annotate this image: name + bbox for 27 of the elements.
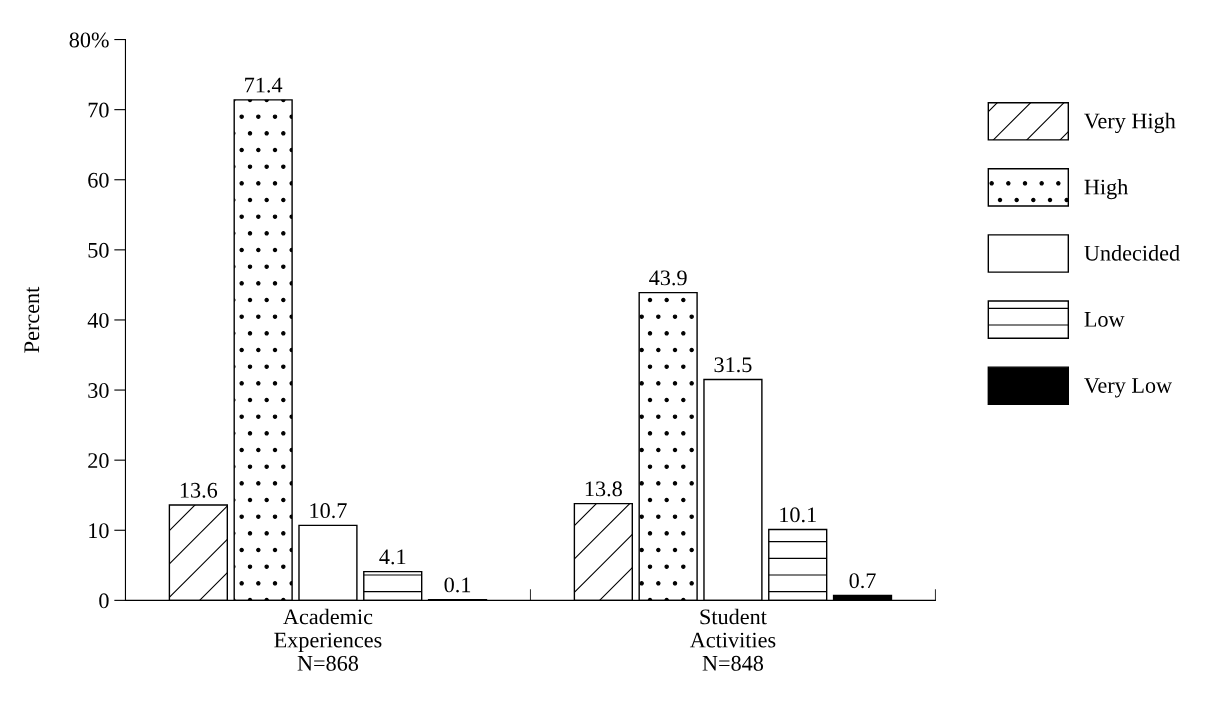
- y-axis-title: Percent: [24, 286, 40, 353]
- y-tick-label: 60: [88, 172, 109, 188]
- y-tick-label: 10: [89, 523, 109, 539]
- legend-label: Very Low: [1084, 378, 1173, 398]
- legend-label: Very High: [1084, 112, 1176, 134]
- y-tick-label: 30: [88, 382, 109, 398]
- data-label: 10.1: [780, 507, 816, 523]
- y-tick-label: 50: [88, 242, 109, 258]
- data-label: 4.1: [379, 549, 406, 565]
- y-tick-label: 0: [99, 593, 109, 609]
- y-tick-label: 80%: [69, 32, 109, 48]
- data-label: 31.5: [714, 357, 752, 373]
- y-tick-label: 70: [88, 102, 109, 118]
- x-tick-label: Student Activities N=848: [689, 608, 776, 671]
- legend-label: High: [1084, 178, 1129, 200]
- data-label: 71.4: [245, 77, 283, 93]
- data-label: 10.7: [310, 503, 347, 519]
- legend-label: Low: [1084, 312, 1125, 327]
- y-tick-label: 20: [88, 453, 109, 469]
- data-label: 43.9: [649, 270, 687, 286]
- x-tick-label: Academic Experiences N=868: [274, 608, 382, 671]
- legend-label: Undecided: [1084, 245, 1180, 261]
- data-label: 13.6: [180, 482, 218, 498]
- y-tick-label: 40: [87, 312, 109, 328]
- data-label: 0.7: [849, 573, 876, 589]
- data-label: 13.8: [585, 481, 622, 497]
- data-label: 0.1: [444, 577, 471, 593]
